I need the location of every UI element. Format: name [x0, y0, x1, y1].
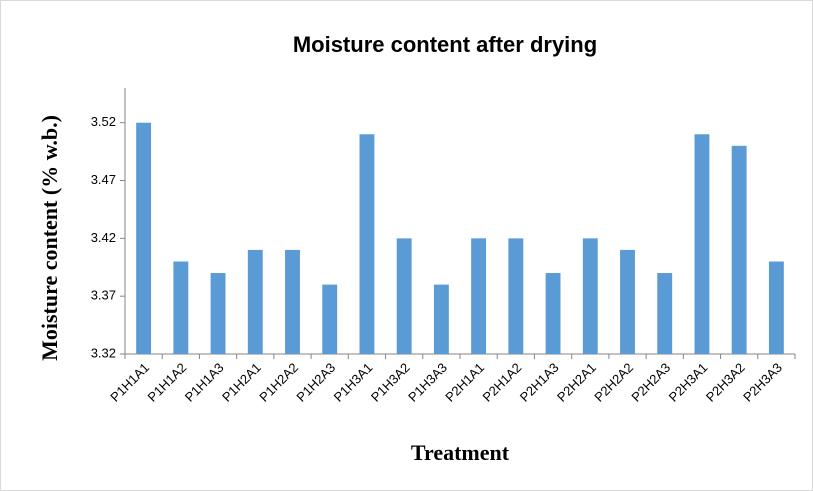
- bar: [545, 273, 561, 354]
- bar: [322, 284, 338, 354]
- y-tick-label: 3.47: [91, 172, 116, 187]
- y-axis-label: Moisture content (% w.b.): [37, 115, 62, 361]
- bar: [508, 238, 524, 354]
- bar: [173, 261, 189, 354]
- y-tick-label: 3.42: [91, 230, 116, 245]
- x-axis-label: Treatment: [411, 440, 510, 465]
- y-tick-label: 3.37: [91, 288, 116, 303]
- bar: [657, 273, 673, 354]
- bar: [620, 249, 635, 354]
- bar: [694, 134, 710, 354]
- bar: [359, 134, 375, 354]
- y-tick-label: 3.52: [91, 114, 116, 129]
- bar: [582, 238, 598, 354]
- bar: [247, 249, 263, 354]
- bar: [471, 238, 487, 354]
- bar: [136, 122, 152, 355]
- bar: [433, 284, 449, 354]
- bar: [396, 238, 412, 354]
- bar: [210, 273, 226, 354]
- bar: [731, 145, 747, 354]
- bar: [285, 249, 300, 354]
- bar: [768, 261, 784, 354]
- y-tick-label: 3.32: [91, 345, 116, 360]
- chart-title: Moisture content after drying: [293, 32, 597, 57]
